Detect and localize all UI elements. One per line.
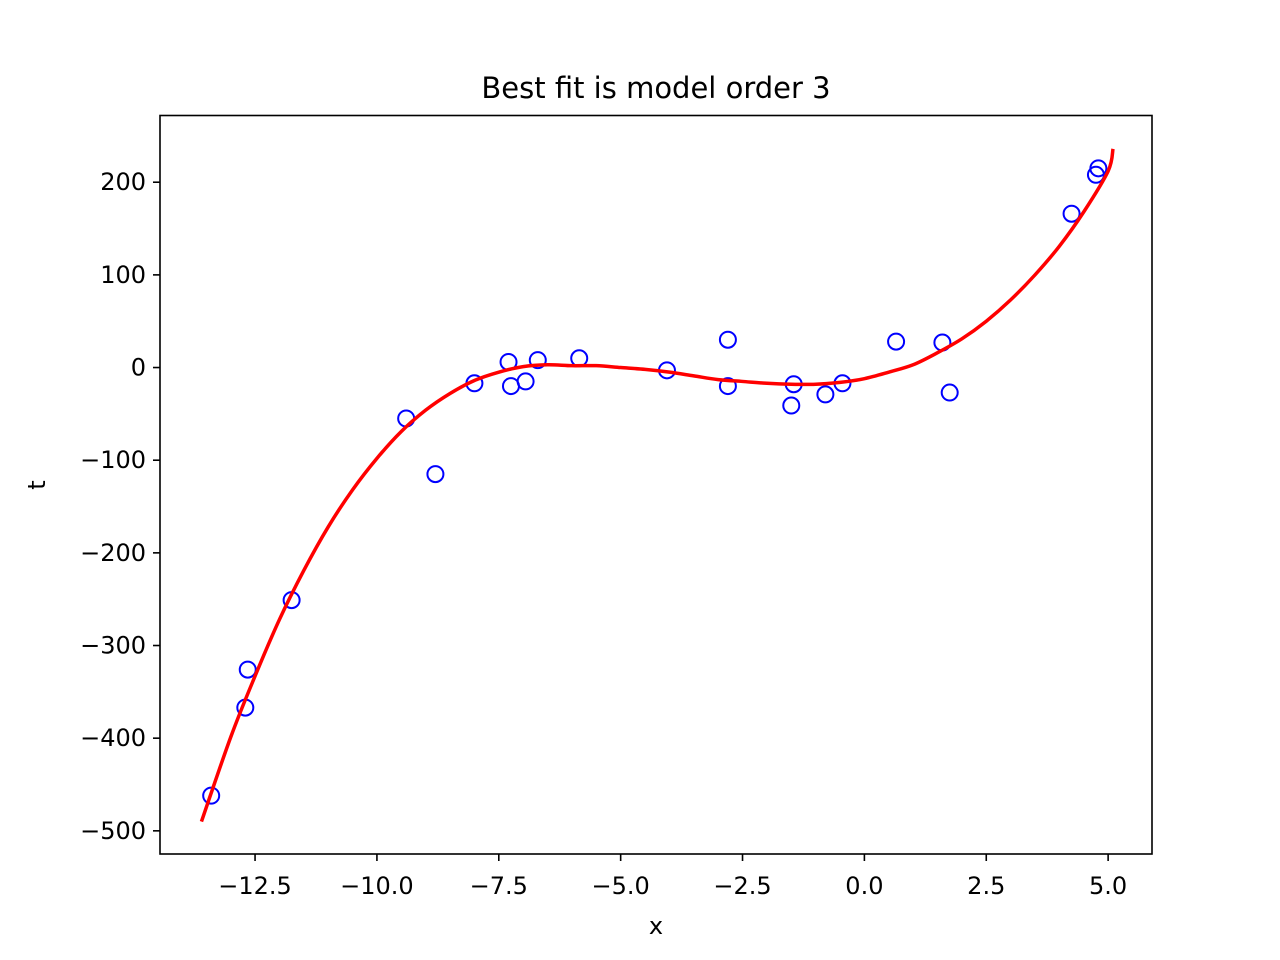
data-point [718,330,737,349]
plot-content [199,148,1115,823]
data-point [782,396,801,415]
y-tick-label: −100 [80,446,146,474]
x-tick-label: −2.5 [713,872,771,900]
x-tick-label: −7.5 [470,872,528,900]
data-point [238,660,257,679]
data-point [426,465,445,484]
y-tick-label: −200 [80,539,146,567]
data-point [202,786,221,805]
y-axis-ticks: 200 100 0 −100 −200 −300 −400 −500 [80,168,160,845]
y-tick-label: 200 [100,168,146,196]
x-tick-label: 2.5 [967,872,1005,900]
data-point [1089,159,1108,178]
y-tick-label: −300 [80,632,146,660]
y-axis-label: t [23,480,51,489]
x-tick-label: 0.0 [845,872,883,900]
data-point [816,385,835,404]
y-tick-label: −500 [80,817,146,845]
data-point [940,383,959,402]
plot-area-frame [159,114,1153,855]
y-tick-label: 100 [100,261,146,289]
fit-curve [199,148,1115,823]
y-tick-label: 0 [131,354,146,382]
x-tick-label: 5.0 [1089,872,1127,900]
x-tick-label: −10.0 [340,872,414,900]
y-tick-label: −400 [80,724,146,752]
x-tick-label: −5.0 [592,872,650,900]
data-point [1062,204,1081,223]
x-axis-label: x [649,912,663,940]
data-point [528,351,547,370]
x-axis-ticks: −12.5 −10.0 −7.5 −5.0 −2.5 0.0 2.5 5.0 [218,854,1127,900]
data-point [887,332,906,351]
data-point [718,377,737,396]
data-point [516,372,535,391]
x-tick-label: −12.5 [218,872,292,900]
chart-title: Best fit is model order 3 [481,71,830,105]
